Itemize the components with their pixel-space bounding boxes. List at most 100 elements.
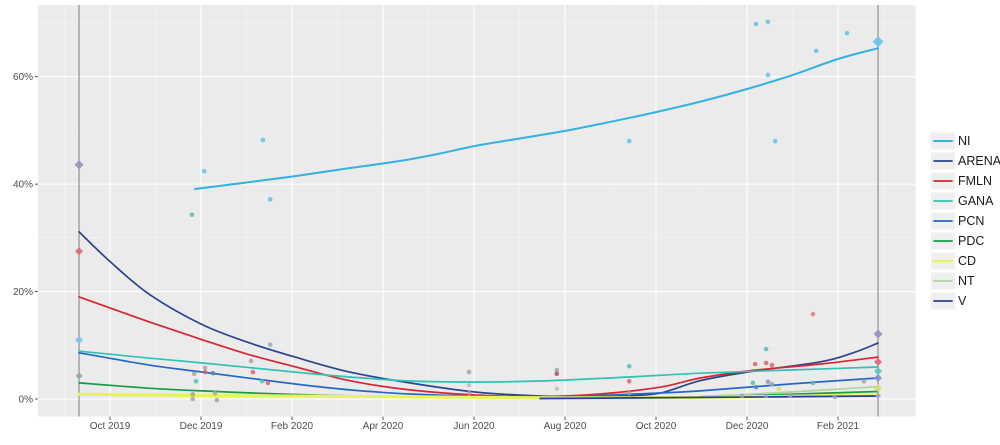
poll-point xyxy=(202,365,208,371)
poll-point xyxy=(626,363,632,369)
result-diamond xyxy=(74,160,84,170)
legend-item-pdc: PDC xyxy=(931,232,984,250)
poll-point xyxy=(214,397,220,403)
legend-label: NT xyxy=(958,274,975,288)
poll-point xyxy=(776,386,782,392)
poll-point xyxy=(267,342,273,348)
result-diamond xyxy=(874,384,883,393)
poll-point xyxy=(189,212,195,217)
poll-point xyxy=(260,137,266,143)
poll-point xyxy=(202,369,208,375)
x-axis-label: Apr 2020 xyxy=(363,421,404,432)
y-axis-label: 20% xyxy=(13,287,33,298)
legend-label: GANA xyxy=(958,194,994,208)
trend-line-nt xyxy=(699,385,879,398)
poll-point xyxy=(210,370,216,376)
x-axis-label: Oct 2020 xyxy=(636,421,677,432)
trend-line-ni xyxy=(194,47,879,190)
x-axis-label: Oct 2019 xyxy=(90,421,131,432)
poll-point xyxy=(765,19,771,25)
legend-item-fmln: FMLN xyxy=(931,172,992,190)
legend-item-v: V xyxy=(931,292,967,310)
poll-point xyxy=(753,21,759,27)
x-axis-label: Feb 2020 xyxy=(271,421,314,432)
x-axis-label: Dec 2019 xyxy=(180,421,223,432)
legend-item-ni: NI xyxy=(931,132,971,150)
legend: NI ARENA FMLN GANA PCN PDC CD NT V xyxy=(931,132,1000,310)
poll-point xyxy=(810,380,816,386)
legend-label: PCN xyxy=(958,214,984,228)
poll-point xyxy=(750,380,756,386)
plot-panel xyxy=(38,5,916,417)
poll-point xyxy=(190,396,196,402)
poll-point xyxy=(626,138,632,144)
poll-point xyxy=(554,367,560,373)
legend-label: NI xyxy=(958,134,971,148)
poll-point xyxy=(554,386,560,392)
poll-point xyxy=(832,394,838,400)
poll-point xyxy=(267,196,273,202)
y-axis-label: 60% xyxy=(13,72,33,83)
x-axis-label: Dec 2020 xyxy=(726,421,769,432)
poll-point xyxy=(626,379,632,384)
y-axis-label: 40% xyxy=(13,180,33,191)
legend-item-gana: GANA xyxy=(931,192,994,210)
result-diamond xyxy=(873,329,883,339)
legend-item-nt: NT xyxy=(931,272,975,290)
trend-lines xyxy=(77,47,880,400)
poll-point xyxy=(813,48,819,54)
result-diamond xyxy=(875,392,882,399)
y-axis-label: 0% xyxy=(19,395,34,406)
poll-point xyxy=(466,382,472,388)
poll-point xyxy=(769,381,775,387)
poll-point xyxy=(248,358,254,364)
legend-label: FMLN xyxy=(958,174,992,188)
poll-point xyxy=(554,371,560,377)
poll-point xyxy=(259,379,265,384)
legend-label: V xyxy=(958,294,967,308)
poll-point xyxy=(739,393,745,399)
x-axis-label: Feb 2021 xyxy=(817,421,860,432)
poll-point xyxy=(844,30,850,36)
poll-point xyxy=(193,379,199,384)
legend-label: PDC xyxy=(958,234,984,248)
legend-label: ARENA xyxy=(958,154,1000,168)
result-diamonds xyxy=(74,36,884,399)
poll-point xyxy=(626,390,632,396)
result-diamond xyxy=(874,367,883,376)
poll-point xyxy=(769,362,775,368)
poll-point xyxy=(212,390,218,396)
poll-point xyxy=(753,384,759,390)
poll-point xyxy=(765,379,771,385)
poll-point xyxy=(763,393,769,399)
poll-point xyxy=(191,371,197,377)
poll-point xyxy=(466,369,472,375)
poll-point xyxy=(763,346,769,352)
result-diamond xyxy=(874,357,883,366)
poll-point xyxy=(765,72,771,78)
poll-point xyxy=(250,369,256,375)
legend-item-pcn: PCN xyxy=(931,212,984,230)
legend-item-cd: CD xyxy=(931,252,976,270)
poll-point xyxy=(861,379,867,384)
poll-point xyxy=(763,360,769,366)
result-diamond xyxy=(75,335,84,344)
poll-point xyxy=(787,393,793,399)
result-diamond xyxy=(874,374,883,383)
poll-point xyxy=(190,391,196,397)
poll-point xyxy=(752,361,758,367)
poll-point xyxy=(265,380,271,386)
x-axis-label: Aug 2020 xyxy=(544,421,587,432)
poll-point xyxy=(466,390,472,396)
poll-points xyxy=(189,19,867,403)
x-axis: Oct 2019 Dec 2019 Feb 2020 Apr 2020 Jun 2020… xyxy=(90,416,860,432)
y-axis: 0% 20% 40% 60% xyxy=(13,72,38,406)
trend-line-v xyxy=(539,395,879,400)
legend-label: CD xyxy=(958,254,976,268)
trend-line-gana xyxy=(78,350,879,383)
poll-point xyxy=(810,311,816,317)
result-diamond xyxy=(872,36,884,48)
result-diamond xyxy=(75,247,84,256)
